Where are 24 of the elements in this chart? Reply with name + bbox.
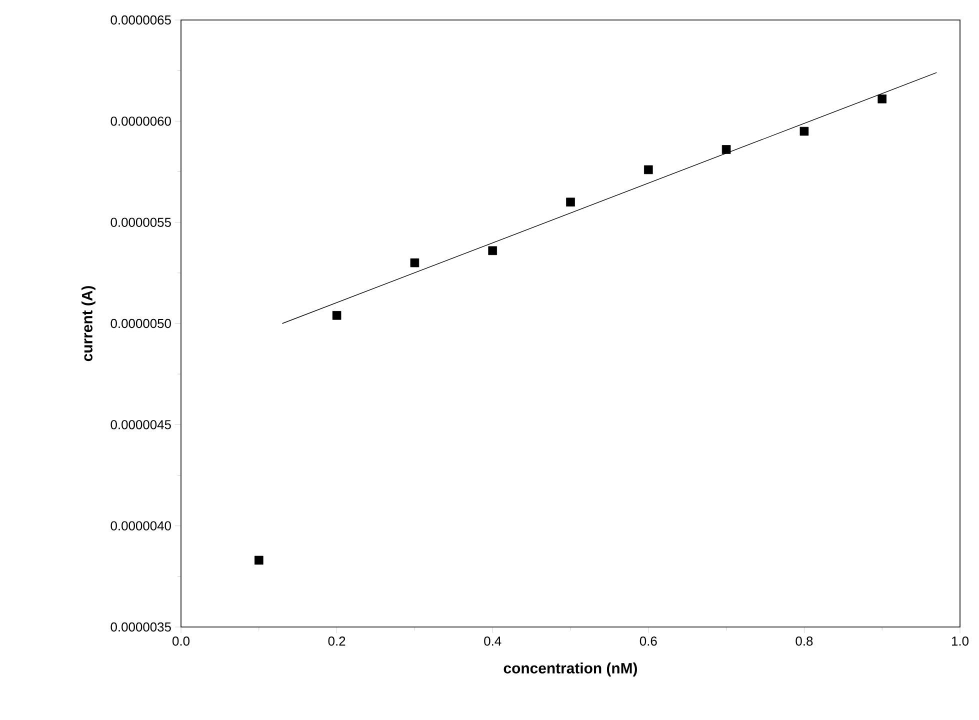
y-tick-label: 0.0000040: [110, 521, 171, 530]
x-axis-title: concentration (nM): [504, 662, 637, 676]
point: [722, 145, 731, 154]
point: [332, 311, 342, 320]
y-axis-title: current (A): [81, 286, 96, 362]
y-tick-label: 0.0000045: [110, 420, 171, 430]
y-tick-label: 0.0000050: [110, 318, 171, 328]
point: [878, 94, 887, 104]
y-tick-label: 0.0000035: [110, 622, 171, 632]
point: [800, 126, 809, 136]
x-tick-label: 1.0: [952, 636, 969, 646]
y-tick-label: 0.0000060: [110, 116, 171, 126]
x-tick-label: 0.4: [484, 636, 502, 646]
x-tick-label: 0.2: [328, 636, 346, 646]
y-tick-label: 0.0000055: [110, 218, 171, 227]
x-tick-label: 0.8: [796, 636, 813, 646]
point: [566, 198, 575, 206]
point: [644, 165, 653, 174]
y-tick-label: 0.0000065: [110, 15, 171, 25]
x-tick-label: 0.0: [172, 636, 190, 646]
point: [410, 258, 420, 268]
point: [488, 246, 498, 256]
point: [254, 556, 264, 565]
x-tick-label: 0.6: [640, 636, 657, 646]
